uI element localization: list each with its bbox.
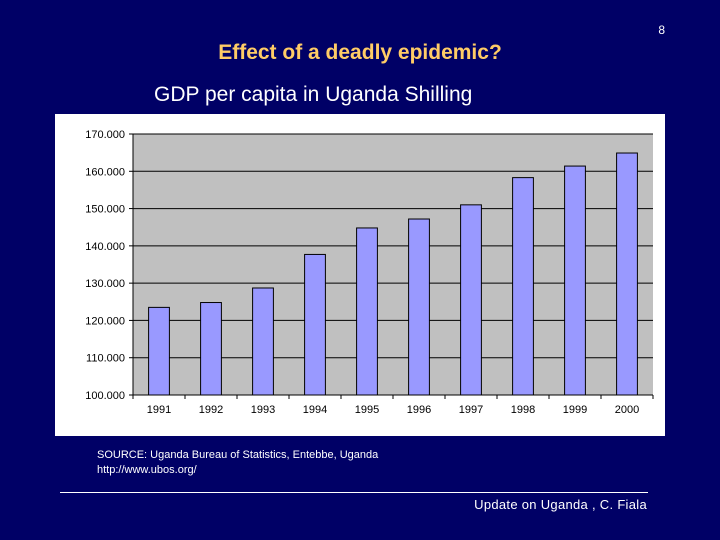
bar-2000: [616, 152, 638, 396]
y-tick-label: 110.000: [86, 353, 125, 365]
slide-number: 8: [658, 23, 665, 37]
source-note: SOURCE: Uganda Bureau of Statistics, Ent…: [97, 448, 378, 478]
bar-1995: [356, 227, 378, 396]
x-tick-label: 1991: [147, 404, 171, 416]
bar-1997: [460, 204, 482, 396]
x-tick-label: 1996: [407, 404, 431, 416]
y-tick-label: 140.000: [85, 241, 125, 253]
x-tick-label: 2000: [615, 404, 639, 416]
source-citation: SOURCE: Uganda Bureau of Statistics, Ent…: [97, 449, 379, 461]
bar-1999: [564, 165, 586, 396]
x-tick-label: 1999: [563, 404, 587, 416]
bar-1996: [408, 218, 430, 396]
y-tick-label: 100.000: [85, 390, 125, 402]
slide-title: Effect of a deadly epidemic?: [218, 41, 502, 64]
bar-1991: [148, 306, 170, 396]
footer-credit: Update on Uganda , C. Fiala: [474, 497, 647, 512]
y-tick-label: 150.000: [85, 204, 125, 216]
y-tick-label: 130.000: [85, 278, 125, 290]
y-tick-label: 170.000: [85, 129, 125, 141]
x-tick-label: 1995: [355, 404, 379, 416]
bar-1998: [512, 177, 534, 396]
y-tick-label: 120.000: [85, 315, 125, 327]
bar-1993: [252, 287, 274, 396]
x-tick-label: 1993: [251, 404, 275, 416]
bar-1994: [304, 253, 326, 396]
x-tick-label: 1994: [303, 404, 327, 416]
x-tick-label: 1992: [199, 404, 223, 416]
source-url: http://www.ubos.org/: [97, 464, 197, 476]
x-tick-label: 1997: [459, 404, 483, 416]
bar-1992: [200, 302, 222, 396]
footer-divider: [60, 492, 648, 493]
bar-chart: 100.000 110.000 120.000 130.000 140.000 150.0…: [85, 129, 654, 416]
y-tick-label: 160.000: [85, 166, 125, 178]
chart-heading: GDP per capita in Uganda Shilling: [154, 83, 473, 106]
chart-panel: 100.000 110.000 120.000 130.000 140.000 150.0…: [55, 114, 665, 436]
x-tick-label: 1998: [511, 404, 535, 416]
